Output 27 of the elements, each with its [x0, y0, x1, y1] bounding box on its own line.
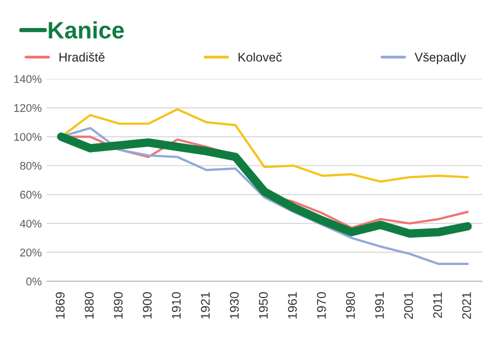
y-tick-label: 20% [20, 248, 42, 256]
x-tick-label: 1970 [317, 292, 326, 319]
x-tick-label: 1910 [172, 292, 181, 319]
legend-label: Hradiště [60, 52, 105, 62]
x-tick-label: 1869 [56, 292, 65, 319]
legend-label: Kanice [48, 21, 124, 39]
y-tick-label: 100% [14, 132, 42, 141]
y-tick-label: 140% [14, 75, 42, 84]
x-tick-label: 2011 [433, 292, 442, 318]
y-tick-label: 0% [26, 278, 42, 286]
x-tick-label: 1921 [200, 292, 210, 319]
y-tick-label: 120% [14, 104, 42, 112]
x-tick-label: 1961 [288, 292, 297, 319]
x-tick-label: 1900 [142, 292, 152, 319]
x-tick-label: 2021 [462, 292, 471, 319]
x-tick-label: 1880 [84, 292, 94, 319]
x-tick-label: 1950 [258, 292, 268, 319]
legend-label: Koloveč [238, 52, 282, 62]
y-tick-label: 60% [20, 190, 42, 199]
legend-label: Všepadly [414, 52, 466, 64]
x-tick-label: 1991 [375, 292, 384, 319]
x-tick-label: 2001 [404, 292, 413, 319]
y-tick-label: 40% [20, 220, 42, 228]
x-tick-label: 1930 [230, 292, 239, 319]
x-tick-label: 1890 [114, 292, 123, 319]
y-tick-label: 80% [20, 162, 42, 170]
x-tick-label: 1980 [346, 292, 355, 319]
